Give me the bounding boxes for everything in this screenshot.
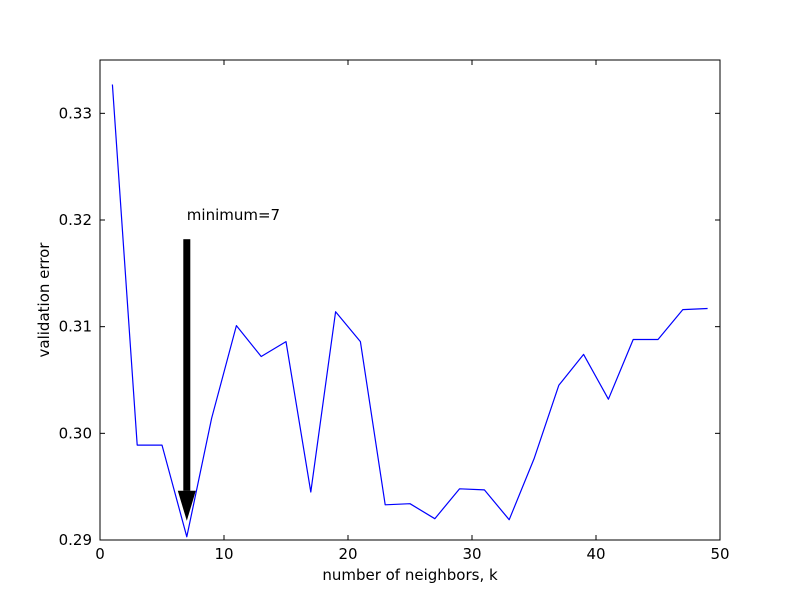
x-axis-label: number of neighbors, k: [322, 566, 498, 584]
y-tick-label: 0.32: [59, 211, 92, 229]
x-tick-label: 20: [338, 545, 357, 563]
x-tick-label: 50: [710, 545, 729, 563]
y-tick-label: 0.30: [59, 424, 92, 442]
x-tick-label: 40: [586, 545, 605, 563]
annotation-label: minimum=7: [187, 206, 280, 224]
y-tick-label: 0.33: [59, 104, 92, 122]
x-tick-label: 10: [214, 545, 233, 563]
y-axis-label: validation error: [35, 242, 53, 358]
annotation-arrow-head: [177, 490, 196, 521]
annotation-arrow-shaft: [183, 239, 191, 491]
axis-ticks: 0 10 20 30 40 50 0.29 0.30 0.31 0.32 0.33: [59, 60, 730, 563]
y-tick-label: 0.29: [59, 531, 92, 549]
plot-area: minimum=7: [111, 84, 708, 538]
plot-frame: [99, 59, 721, 541]
x-tick-label: 30: [462, 545, 481, 563]
series-line: [111, 84, 708, 538]
x-tick-label: 0: [95, 545, 105, 563]
y-tick-label: 0.31: [59, 318, 92, 336]
